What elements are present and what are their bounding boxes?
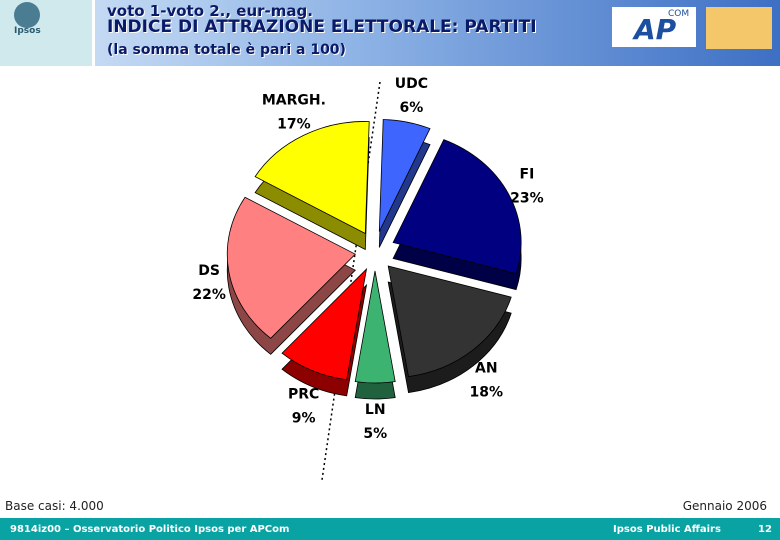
slice-value-label: 22% (192, 287, 226, 303)
logo-text: Ipsos (14, 26, 41, 36)
footer-text: Ipsos Public Affairs (613, 524, 721, 535)
slice-name: PRC (288, 386, 319, 402)
base-note: Base casi: 4.000 (5, 499, 104, 513)
slice-name: AN (475, 361, 498, 377)
slice-value-label: 6% (400, 100, 424, 116)
slice-name: FI (520, 167, 535, 183)
logo-text: AP (634, 13, 677, 46)
ipsos-logo: Ipsos (0, 0, 95, 66)
chart-subtitle: (la somma totale è pari a 100) (107, 42, 346, 58)
slice-name: LN (365, 402, 386, 418)
slice-value-label: 18% (470, 385, 504, 401)
logo-text: COM (668, 9, 690, 19)
slice-value-label: 5% (363, 426, 387, 442)
footer-text: 9814iz00 – Osservatorio Politico Ipsos p… (10, 524, 290, 535)
pie-slice (387, 265, 512, 378)
adhoc-logo (706, 7, 772, 49)
chart-title: INDICE DI ATTRAZIONE ELETTORALE: PARTITI (107, 17, 537, 37)
date-note: Gennaio 2006 (682, 499, 767, 513)
divider-line (321, 81, 381, 481)
chart: UDC 6% FI 23% AN 18% LN 5% PRC 9% DS 22% MARGH. 17% (192, 76, 544, 481)
page-number: 12 (758, 524, 772, 535)
pie-slice (392, 139, 522, 275)
pie-slice (354, 270, 396, 384)
apcom-logo: AP COM (612, 7, 696, 47)
pie-slice (226, 196, 356, 339)
pie-slice (254, 121, 370, 235)
slice-name: UDC (395, 76, 428, 92)
slice-name: MARGH. (262, 93, 326, 109)
pie-slice (281, 267, 368, 381)
slice-value-label: 17% (277, 117, 311, 133)
slice-value-label: 9% (292, 410, 316, 426)
header-line: voto 1-voto 2., eur-mag. (107, 2, 313, 20)
pie-slice (378, 119, 431, 232)
slice-value-label: 23% (510, 191, 544, 207)
slice-name: DS (198, 263, 220, 279)
footer-bar: 9814iz00 – Osservatorio Politico Ipsos p… (0, 518, 780, 540)
